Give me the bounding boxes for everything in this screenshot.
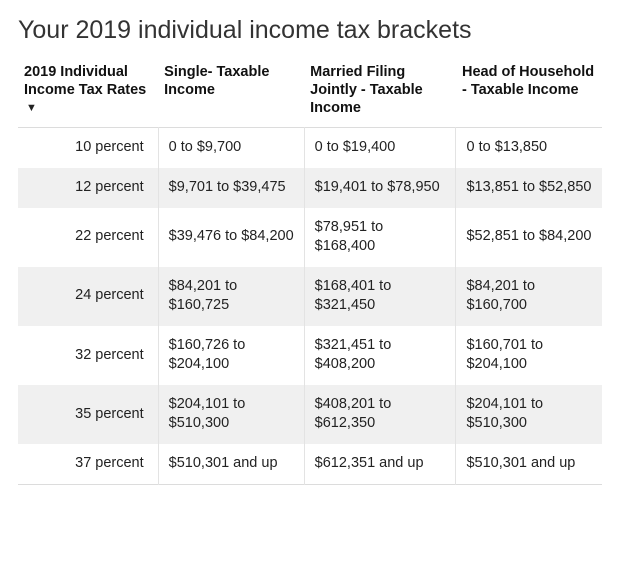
cell-single: $39,476 to $84,200 — [158, 208, 304, 267]
col-header-rates[interactable]: 2019 Individual Income Tax Rates ▼ — [18, 59, 158, 128]
cell-single: $160,726 to $204,100 — [158, 326, 304, 385]
cell-married: $168,401 to $321,450 — [304, 267, 456, 326]
cell-hoh: $204,101 to $510,300 — [456, 385, 602, 444]
cell-rate: 37 percent — [18, 444, 158, 484]
cell-hoh: 0 to $13,850 — [456, 128, 602, 168]
col-header-label: 2019 Individual Income Tax Rates — [24, 64, 146, 98]
page-title: Your 2019 individual income tax brackets — [18, 16, 602, 45]
cell-rate: 24 percent — [18, 267, 158, 326]
table-row: 35 percent $204,101 to $510,300 $408,201… — [18, 385, 602, 444]
col-header-single[interactable]: Single- Taxable Income — [158, 59, 304, 128]
cell-single: $510,301 and up — [158, 444, 304, 484]
cell-rate: 10 percent — [18, 128, 158, 168]
col-header-label: Married Filing Jointly - Taxable Income — [310, 64, 423, 116]
table-header-row: 2019 Individual Income Tax Rates ▼ Single… — [18, 59, 602, 128]
cell-hoh: $13,851 to $52,850 — [456, 168, 602, 208]
cell-married: $78,951 to $168,400 — [304, 208, 456, 267]
cell-hoh: $84,201 to $160,700 — [456, 267, 602, 326]
cell-single: $204,101 to $510,300 — [158, 385, 304, 444]
table-row: 12 percent $9,701 to $39,475 $19,401 to … — [18, 168, 602, 208]
tax-bracket-table: 2019 Individual Income Tax Rates ▼ Single… — [18, 59, 602, 485]
col-header-hoh[interactable]: Head of Household - Taxable Income — [456, 59, 602, 128]
cell-married: 0 to $19,400 — [304, 128, 456, 168]
cell-rate: 12 percent — [18, 168, 158, 208]
cell-rate: 32 percent — [18, 326, 158, 385]
table-row: 32 percent $160,726 to $204,100 $321,451… — [18, 326, 602, 385]
table-row: 24 percent $84,201 to $160,725 $168,401 … — [18, 267, 602, 326]
cell-hoh: $160,701 to $204,100 — [456, 326, 602, 385]
cell-married: $612,351 and up — [304, 444, 456, 484]
table-row: 10 percent 0 to $9,700 0 to $19,400 0 to… — [18, 128, 602, 168]
table-row: 22 percent $39,476 to $84,200 $78,951 to… — [18, 208, 602, 267]
cell-single: $84,201 to $160,725 — [158, 267, 304, 326]
col-header-married[interactable]: Married Filing Jointly - Taxable Income — [304, 59, 456, 128]
col-header-label: Head of Household - Taxable Income — [462, 64, 594, 98]
cell-married: $321,451 to $408,200 — [304, 326, 456, 385]
sort-desc-icon: ▼ — [26, 102, 37, 116]
cell-rate: 35 percent — [18, 385, 158, 444]
cell-rate: 22 percent — [18, 208, 158, 267]
cell-single: 0 to $9,700 — [158, 128, 304, 168]
cell-single: $9,701 to $39,475 — [158, 168, 304, 208]
cell-married: $19,401 to $78,950 — [304, 168, 456, 208]
cell-hoh: $510,301 and up — [456, 444, 602, 484]
table-row: 37 percent $510,301 and up $612,351 and … — [18, 444, 602, 484]
cell-married: $408,201 to $612,350 — [304, 385, 456, 444]
table-body: 10 percent 0 to $9,700 0 to $19,400 0 to… — [18, 128, 602, 484]
col-header-label: Single- Taxable Income — [164, 64, 269, 98]
cell-hoh: $52,851 to $84,200 — [456, 208, 602, 267]
